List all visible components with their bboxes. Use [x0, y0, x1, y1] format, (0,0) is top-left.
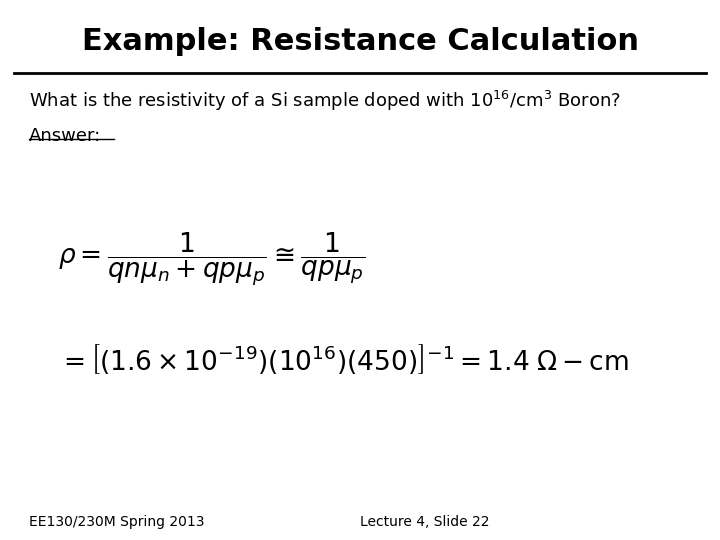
- Text: EE130/230M Spring 2013: EE130/230M Spring 2013: [29, 515, 204, 529]
- Text: Answer:: Answer:: [29, 127, 101, 145]
- Text: Example: Resistance Calculation: Example: Resistance Calculation: [81, 27, 639, 56]
- Text: Lecture 4, Slide 22: Lecture 4, Slide 22: [360, 515, 490, 529]
- Text: $\rho = \dfrac{1}{qn\mu_n + qp\mu_p} \cong \dfrac{1}{qp\mu_p}$: $\rho = \dfrac{1}{qn\mu_n + qp\mu_p} \co…: [58, 231, 365, 288]
- Text: What is the resistivity of a Si sample doped with $10^{16}$/cm$^3$ Boron?: What is the resistivity of a Si sample d…: [29, 89, 621, 113]
- Text: $= \left[(1.6\times10^{-19})(10^{16})(450)\right]^{-1} = 1.4\;\Omega - \mathrm{c: $= \left[(1.6\times10^{-19})(10^{16})(45…: [58, 342, 629, 376]
